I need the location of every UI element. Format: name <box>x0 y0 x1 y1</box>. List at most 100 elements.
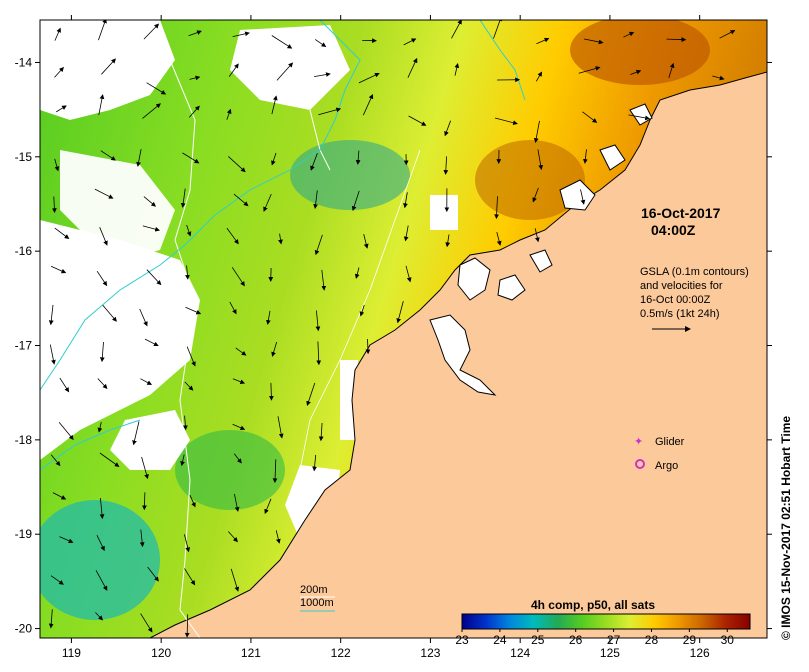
glider-symbol-icon: ✦ <box>634 436 643 448</box>
velocity-arrow <box>268 382 274 401</box>
velocity-arrow <box>228 531 238 543</box>
velocity-arrow <box>186 346 196 367</box>
velocity-arrow <box>48 609 54 629</box>
velocity-arrow <box>405 265 412 283</box>
velocity-arrow <box>55 105 67 113</box>
cool-patch <box>290 140 410 210</box>
argo-label: Argo <box>655 460 678 472</box>
warm-patch <box>475 140 585 220</box>
velocity-arrow <box>275 530 281 544</box>
velocity-arrow <box>494 117 518 126</box>
velocity-arrow <box>532 187 539 203</box>
velocity-arrow <box>580 189 586 205</box>
velocity-arrow <box>185 265 190 280</box>
velocity-arrow <box>94 188 114 199</box>
y-tick-label: -17 <box>15 339 33 353</box>
velocity-arrow <box>50 265 67 274</box>
velocity-arrow <box>95 570 108 591</box>
velocity-arrow <box>99 341 105 363</box>
colorbar-title: 4h comp, p50, all sats <box>531 598 655 612</box>
velocity-arrow <box>534 228 540 243</box>
velocity-arrow <box>102 304 117 322</box>
velocity-arrow <box>99 452 120 467</box>
velocity-arrow <box>232 378 246 384</box>
velocity-arrow <box>396 300 404 324</box>
velocity-arrow <box>184 381 194 391</box>
velocity-arrow <box>359 304 365 317</box>
kimberley-islands <box>429 103 653 396</box>
velocity-arrow <box>271 152 277 166</box>
velocity-arrow <box>403 225 409 242</box>
velocity-arrow <box>623 31 635 38</box>
velocity-arrow <box>306 382 316 406</box>
velocity-arrow <box>630 69 642 75</box>
velocity-arrow <box>54 27 61 41</box>
velocity-arrow <box>271 95 278 115</box>
velocity-arrow <box>99 227 108 246</box>
velocity-arrow <box>98 20 107 41</box>
velocity-vectors <box>48 20 736 638</box>
velocity-arrow <box>233 193 249 207</box>
velocity-arrow <box>101 58 116 75</box>
velocity-arrow <box>184 614 190 638</box>
velocity-arrow <box>496 231 502 246</box>
velocity-arrow <box>314 72 331 77</box>
velocity-arrow <box>54 158 60 172</box>
velocity-arrow <box>180 454 185 467</box>
velocity-arrow <box>141 456 149 480</box>
velocity-arrow <box>143 196 157 207</box>
velocity-arrow <box>144 338 159 347</box>
velocity-arrow <box>136 149 142 167</box>
bathymetry-1000m-contour <box>40 20 361 391</box>
velocity-arrow <box>443 156 449 175</box>
velocity-arrow <box>407 57 418 78</box>
velocity-arrow <box>535 71 543 82</box>
velocity-arrow <box>271 35 293 49</box>
argo-symbol-icon <box>635 459 645 469</box>
velocity-arrow <box>232 423 246 430</box>
velocity-arrow <box>263 193 272 212</box>
date-label: 16-Oct-2017 <box>641 205 721 221</box>
velocity-arrow <box>444 120 451 137</box>
velocity-arrow <box>140 378 153 385</box>
velocity-arrow <box>583 38 604 45</box>
info-line-4: 0.5m/s (1kt 24h) <box>640 308 719 320</box>
velocity-arrow <box>59 377 70 393</box>
velocity-arrow <box>189 75 201 81</box>
velocity-arrow <box>54 66 64 78</box>
x-tick-label: 122 <box>331 646 351 660</box>
velocity-arrow <box>97 378 108 389</box>
velocity-arrow <box>494 196 499 220</box>
velocity-arrow <box>278 233 283 245</box>
velocity-arrow <box>50 454 61 467</box>
colorbar-tick-label: 25 <box>531 633 545 647</box>
y-tick-label: -20 <box>15 622 33 636</box>
velocity-arrow <box>182 152 200 164</box>
velocity-arrow <box>628 114 650 121</box>
velocity-arrow <box>536 37 550 45</box>
y-tick-label: -18 <box>15 433 33 447</box>
velocity-arrow <box>312 454 317 472</box>
velocity-arrow <box>188 105 200 118</box>
velocity-arrow <box>182 415 188 431</box>
velocity-arrow <box>313 190 318 209</box>
velocity-arrow <box>140 613 153 633</box>
velocity-arrow <box>362 93 374 116</box>
velocity-arrow <box>318 107 342 116</box>
velocity-arrow <box>314 39 327 48</box>
velocity-arrow <box>266 310 271 325</box>
bathy-200m-label: 200m <box>300 584 328 596</box>
bathymetry-200m-contour <box>169 59 201 638</box>
velocity-arrow <box>318 422 324 442</box>
velocity-arrow <box>358 72 380 84</box>
velocity-arrow <box>351 190 360 212</box>
velocity-arrow <box>142 103 161 119</box>
velocity-arrow <box>142 225 160 232</box>
velocity-arrow <box>537 149 544 170</box>
y-tick-label: -15 <box>15 150 33 164</box>
velocity-arrow <box>233 453 242 464</box>
velocity-arrow <box>355 150 361 165</box>
velocity-arrow <box>582 149 588 164</box>
velocity-arrow <box>52 492 67 500</box>
velocity-arrow <box>48 304 54 326</box>
